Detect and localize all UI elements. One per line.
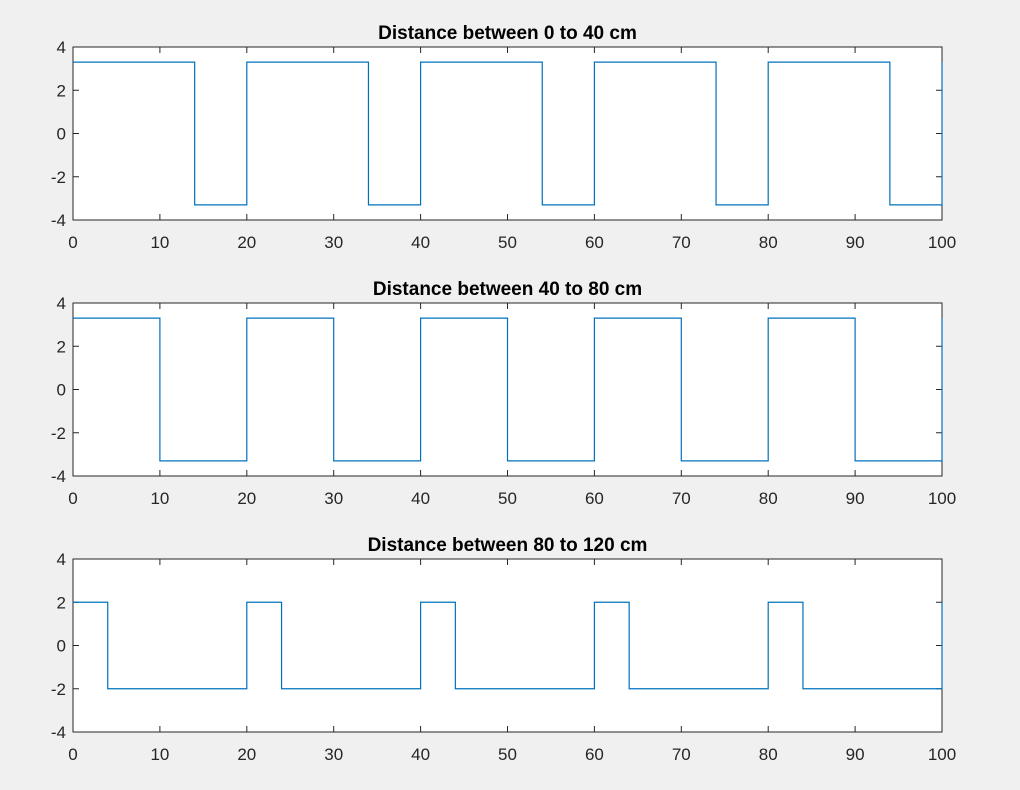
y-tick-label: 2: [57, 81, 66, 100]
x-tick-label: 90: [846, 745, 865, 764]
x-tick-label: 90: [846, 233, 865, 252]
x-tick-label: 20: [237, 489, 256, 508]
x-tick-label: 0: [68, 489, 77, 508]
x-tick-label: 80: [759, 233, 778, 252]
chart-title: Distance between 80 to 120 cm: [368, 535, 648, 556]
y-tick-label: 2: [57, 337, 66, 356]
series-line: [73, 317, 943, 462]
x-tick-label: 100: [928, 489, 956, 508]
y-tick-label: 4: [57, 38, 66, 57]
y-tick-label: -2: [51, 168, 66, 187]
x-tick-label: 60: [585, 489, 604, 508]
x-tick-label: 0: [68, 233, 77, 252]
x-tick-label: 30: [324, 745, 343, 764]
x-tick-label: 60: [585, 233, 604, 252]
chart-title: Distance between 0 to 40 cm: [378, 23, 637, 44]
x-tick-label: 10: [150, 745, 169, 764]
y-tick-label: 2: [57, 593, 66, 612]
y-tick-label: 4: [57, 294, 66, 313]
x-tick-label: 50: [498, 489, 517, 508]
y-tick-label: -4: [51, 467, 66, 486]
y-tick-label: 0: [57, 637, 66, 656]
x-tick-label: 100: [928, 233, 956, 252]
x-tick-label: 70: [672, 233, 691, 252]
x-tick-label: 70: [672, 489, 691, 508]
x-tick-label: 50: [498, 233, 517, 252]
y-tick-label: -4: [51, 723, 66, 742]
plot-area: [72, 558, 943, 733]
x-tick-label: 40: [411, 745, 430, 764]
x-tick-label: 50: [498, 745, 517, 764]
x-tick-label: 80: [759, 489, 778, 508]
x-tick-label: 0: [68, 745, 77, 764]
subplot-3: Distance between 80 to 120 cm0 10 20 30 40 50…: [51, 535, 956, 764]
x-tick-label: 30: [324, 233, 343, 252]
subplot-2: Distance between 40 to 80 cm0 10 20 30 40 50 6…: [51, 279, 956, 508]
y-tick-label: 4: [57, 550, 66, 569]
x-tick-label: 70: [672, 745, 691, 764]
x-tick-label: 40: [411, 489, 430, 508]
chart-title: Distance between 40 to 80 cm: [373, 279, 642, 300]
x-tick-label: 60: [585, 745, 604, 764]
y-tick-label: 0: [57, 381, 66, 400]
x-tick-label: 90: [846, 489, 865, 508]
x-tick-label: 100: [928, 745, 956, 764]
series-line: [73, 601, 943, 690]
plot-area: [72, 46, 943, 221]
x-tick-label: 20: [237, 233, 256, 252]
x-tick-label: 80: [759, 745, 778, 764]
subplot-1: Distance between 0 to 40 cm0 10 20 30 40 50 60…: [51, 23, 956, 252]
x-tick-label: 10: [150, 489, 169, 508]
y-tick-label: -2: [51, 680, 66, 699]
series-line: [73, 61, 943, 206]
y-tick-label: -4: [51, 211, 66, 230]
x-tick-label: 40: [411, 233, 430, 252]
x-tick-label: 10: [150, 233, 169, 252]
x-tick-label: 30: [324, 489, 343, 508]
y-tick-label: 0: [57, 125, 66, 144]
y-tick-label: -2: [51, 424, 66, 443]
x-tick-label: 20: [237, 745, 256, 764]
